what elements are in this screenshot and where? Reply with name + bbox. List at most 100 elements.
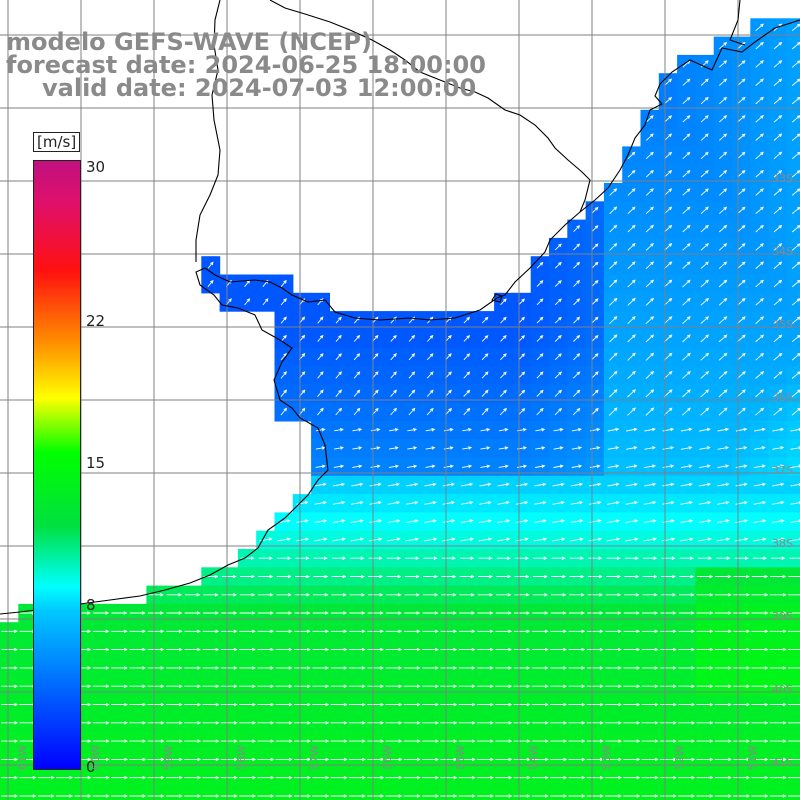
wind-arrow [737,224,746,233]
wind-arrow [499,389,507,397]
wind-arrow [275,775,293,780]
wind-arrow [568,611,586,615]
wind-arrow [481,389,489,397]
wind-arrow [755,389,765,398]
wind-arrow [659,739,677,743]
wind-arrow [716,519,730,524]
wind-arrow [571,446,583,450]
wind-arrow [257,629,275,634]
wind-arrow [682,115,691,123]
wind-arrow [315,427,326,432]
wind-arrow [111,647,128,652]
wind-arrow [568,794,586,798]
wind-arrow [773,334,783,343]
wind-arrow [330,794,348,798]
wind-arrow [407,464,418,469]
wind-arrow [349,629,366,634]
wind-arrow [277,537,291,542]
wind-arrow [788,630,800,632]
wind-arrow [645,243,654,251]
wind-cell [256,786,276,800]
wind-arrow [385,611,403,615]
wind-arrow [349,647,366,652]
wind-arrow [498,464,509,469]
lon-label: 52W [673,745,686,770]
wind-arrow [56,775,74,780]
wind-arrow [532,629,549,634]
wind-arrow [370,427,381,432]
colorbar-tick-0: 0 [86,758,96,776]
wind-arrow [348,721,366,725]
wind-arrow [718,224,728,233]
wind-arrow [568,647,586,652]
wind-arrow [389,427,399,432]
wind-arrow [719,151,728,160]
wind-arrow [408,334,416,342]
lon-label: 59W [162,745,175,770]
wind-arrow [568,684,586,688]
wind-arrow [644,464,656,469]
wind-arrow [682,316,691,325]
wind-arrow [645,316,655,325]
wind-arrow [645,206,654,215]
wind-arrow [573,225,581,233]
wind-arrow [570,519,584,524]
wind-arrow [769,684,787,688]
wind-arrow [788,758,800,760]
wind-arrow [550,794,568,798]
wind-arrow [753,519,767,524]
wind-cell [786,36,800,56]
wind-arrow [513,666,531,670]
wind-cell [786,329,800,349]
wind-arrow [682,389,691,398]
wind-arrow [553,446,564,450]
wind-arrow [386,593,402,597]
wind-cell [585,786,605,800]
wind-arrow [352,464,363,469]
wind-arrow [642,611,659,615]
wind-arrow [609,224,618,233]
wind-arrow [386,574,402,579]
wind-arrow [716,537,731,542]
wind-arrow [518,353,526,361]
wind-arrow [280,407,288,416]
wind-arrow [165,794,183,798]
wind-arrow [335,334,342,342]
wind-cell [750,786,770,800]
wind-arrow [682,170,691,178]
wind-arrow [148,611,165,615]
wind-arrow [458,775,476,780]
wind-arrow [660,611,677,615]
wind-arrow [772,464,785,469]
wind-arrow [642,593,658,597]
wind-cell [603,786,623,800]
wind-arrow [605,611,622,615]
wind-arrow [148,593,164,597]
wind-arrow [737,206,746,214]
wind-arrow [147,739,165,743]
wind-arrow [788,777,800,779]
wind-arrow [753,464,766,469]
wind-arrow [680,519,694,524]
wind-arrow [513,721,531,725]
wind-arrow [680,500,694,505]
wind-arrow [404,611,421,615]
wind-arrow [700,224,709,233]
wind-arrow [625,537,639,542]
wind-cell [420,786,440,800]
wind-arrow [733,684,751,688]
wind-arrow [459,574,475,579]
wind-arrow [147,775,165,780]
wind-arrow [513,794,531,798]
wind-arrow [220,739,238,743]
wind-arrow [385,739,403,743]
wind-arrow [733,647,751,652]
wind-cell [439,786,459,800]
wind-arrow [605,593,622,597]
wind-arrow [460,537,474,542]
wind-arrow [682,151,691,160]
wind-arrow [495,666,513,670]
wind-arrow [607,482,620,487]
wind-arrow [641,794,659,798]
wind-cell [786,366,800,385]
